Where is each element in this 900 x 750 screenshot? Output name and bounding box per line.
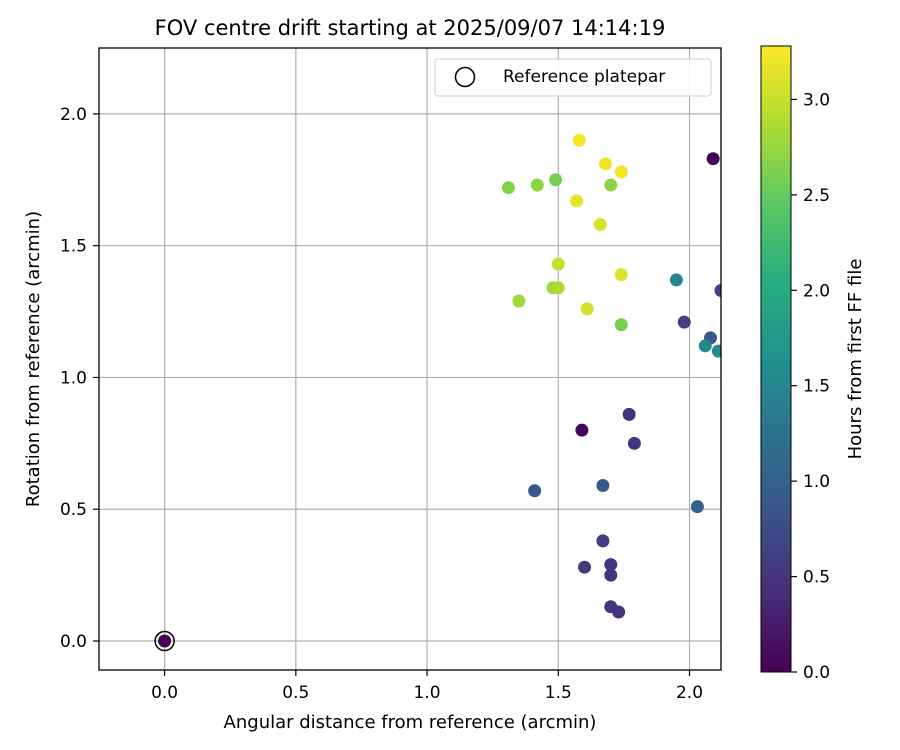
colorbar-tick-label: 1.0 [803, 472, 830, 492]
data-point [711, 344, 721, 358]
axis-ticks: 0.0 0.5 1.0 1.5 2.0 0.0 0.5 1.0 1.5 2.0 [60, 105, 703, 703]
y-tick-label: 0.5 [60, 500, 87, 520]
y-tick-label: 1.0 [60, 368, 87, 388]
data-point [596, 534, 610, 548]
data-point [614, 268, 628, 282]
colorbar-ticks: 0.0 0.5 1.0 1.5 2.0 2.5 3.0 [791, 90, 830, 683]
data-point [570, 194, 584, 208]
x-tick-label: 0.5 [282, 683, 309, 703]
data-point [604, 558, 618, 572]
reference-point [158, 634, 172, 648]
data-point [677, 315, 691, 329]
data-point [593, 218, 607, 232]
x-tick-label: 0.0 [151, 683, 178, 703]
y-tick-label: 2.0 [60, 105, 87, 125]
legend-label: Reference platepar [503, 67, 665, 87]
data-point [706, 152, 720, 166]
colorbar-tick-label: 1.5 [803, 377, 830, 397]
data-point [512, 294, 526, 308]
data-point [578, 560, 592, 574]
chart-title: FOV centre drift starting at 2025/09/07 … [155, 16, 666, 40]
data-point [501, 181, 515, 195]
legend-box [434, 58, 712, 97]
data-point [669, 273, 683, 287]
colorbar-tick-label: 0.0 [803, 663, 830, 683]
y-axis-label: Rotation from reference (arcmin) [23, 211, 44, 507]
colorbar-gradient [760, 45, 792, 673]
data-point [551, 281, 565, 295]
data-point [698, 339, 712, 353]
colorbar-tick-label: 2.0 [803, 281, 830, 301]
colorbar-label: Hours from first FF file [845, 259, 866, 460]
colorbar-tick-label: 2.5 [803, 186, 830, 206]
data-point [714, 283, 721, 297]
y-tick-label: 1.5 [60, 237, 87, 257]
data-point [622, 407, 636, 421]
data-point [614, 318, 628, 332]
y-tick-label: 0.0 [60, 632, 87, 652]
data-point [690, 500, 704, 514]
data-point [599, 157, 613, 171]
data-point [530, 178, 544, 192]
data-point [572, 133, 586, 147]
grid [99, 48, 721, 670]
colorbar-tick-label: 3.0 [803, 90, 830, 110]
x-tick-label: 2.0 [676, 683, 703, 703]
data-point [580, 302, 594, 316]
reference-marker-ring [154, 630, 175, 652]
data-point [528, 484, 542, 498]
data-points [154, 133, 721, 652]
data-point [596, 479, 610, 493]
colorbar: 0.0 0.5 1.0 1.5 2.0 2.5 3.0 Hours from first F… [760, 45, 866, 683]
legend-marker-open-circle [454, 66, 476, 88]
data-point [575, 423, 589, 437]
data-point [604, 178, 618, 192]
data-point [614, 165, 628, 179]
data-point [551, 257, 565, 271]
data-point [549, 173, 563, 187]
data-point [627, 436, 641, 450]
data-point [612, 605, 626, 619]
colorbar-tick-label: 0.5 [803, 568, 830, 588]
legend: Reference platepar [434, 58, 712, 97]
plot-frame [98, 47, 722, 671]
x-axis-label: Angular distance from reference (arcmin) [224, 712, 597, 733]
x-tick-label: 1.5 [545, 683, 572, 703]
data-point [604, 568, 618, 582]
x-tick-label: 1.0 [414, 683, 441, 703]
